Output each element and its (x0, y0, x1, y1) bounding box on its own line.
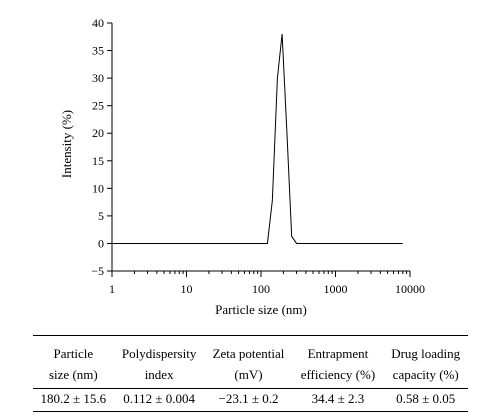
y-tick-label: 10 (92, 181, 104, 195)
header-line: Polydispersity (121, 346, 197, 361)
header-line: Drug loading (391, 346, 461, 361)
y-tick-label: 30 (92, 71, 104, 85)
table-header-row: Particle size (nm) Polydispersity index … (33, 335, 468, 389)
header-line: (mV) (234, 367, 263, 382)
y-axis-title: Intensity (%) (59, 110, 74, 178)
y-tick-label: 15 (92, 154, 104, 168)
cell-particle-size: 180.2 ± 15.6 (40, 391, 107, 406)
y-tick-label: 40 (92, 16, 104, 30)
x-axis-title: Particle size (nm) (215, 302, 307, 317)
header-line: size (nm) (48, 367, 98, 382)
y-tick-label: 35 (92, 44, 104, 58)
x-tick-label: 10 (181, 282, 193, 296)
series-line (112, 33, 403, 244)
cell-polydispersity: 0.112 ± 0.004 (123, 391, 195, 406)
table-row: 180.2 ± 15.6 0.112 ± 0.004 −23.1 ± 0.2 3… (33, 389, 468, 412)
size-distribution-chart: −5 0 5 10 15 20 25 30 35 40 1 10 100 1000 10000 Parti… (59, 16, 425, 317)
cell-zeta-potential: −23.1 ± 0.2 (218, 391, 279, 406)
header-zeta-potential: Zeta potential (mV) (205, 336, 293, 389)
x-axis-ticks: 1 10 100 1000 10000 (109, 271, 425, 296)
y-tick-label: 5 (98, 209, 104, 223)
y-tick-label: 25 (92, 99, 104, 113)
x-tick-label: 100 (252, 282, 270, 296)
cell-drug-loading: 0.58 ± 0.05 (396, 391, 456, 406)
x-tick-label: 1000 (324, 282, 348, 296)
y-tick-label: 20 (92, 126, 104, 140)
header-line: index (144, 367, 174, 382)
nanoparticle-properties-table: Particle size (nm) Polydispersity index … (33, 335, 468, 412)
header-line: capacity (%) (392, 367, 459, 382)
header-polydispersity: Polydispersity index (114, 336, 205, 389)
header-entrapment: Entrapment efficiency (%) (292, 336, 383, 389)
cell-entrapment: 34.4 ± 2.3 (311, 391, 365, 406)
header-line: Particle (53, 346, 94, 361)
header-drug-loading: Drug loading capacity (%) (383, 336, 468, 389)
header-line: Zeta potential (212, 346, 285, 361)
y-tick-label: −5 (91, 264, 104, 278)
y-tick-label: 0 (98, 236, 104, 250)
x-tick-label: 10000 (395, 282, 425, 296)
x-tick-label: 1 (109, 282, 115, 296)
header-line: Entrapment (307, 346, 369, 361)
header-particle-size: Particle size (nm) (33, 336, 114, 389)
y-axis-ticks: −5 0 5 10 15 20 25 30 35 40 (91, 16, 112, 278)
header-line: efficiency (%) (300, 367, 376, 382)
chart-axes (111, 23, 410, 272)
